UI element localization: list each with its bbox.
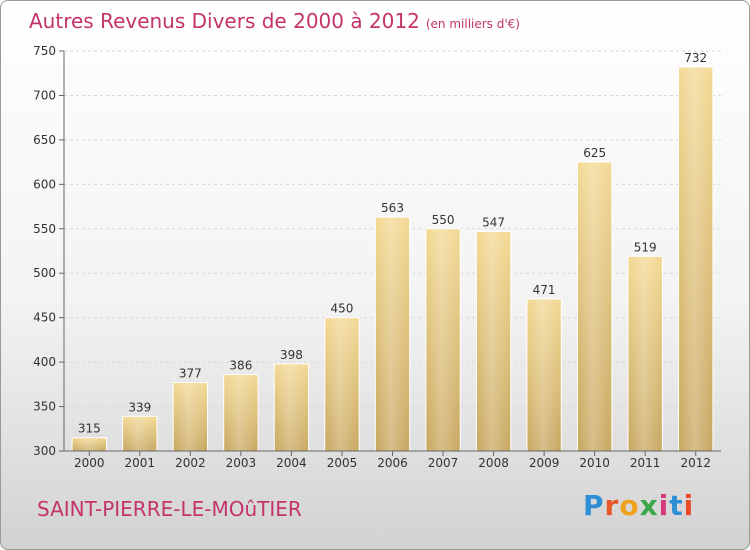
x-tick-label: 2006	[377, 456, 408, 470]
y-tick-label: 600	[33, 177, 56, 191]
bar-highlight	[679, 68, 712, 451]
bar-highlight	[578, 163, 611, 451]
bar-value-label: 450	[331, 302, 354, 316]
bars: 315 339 377 386 398 450 563 550 547 471 625 519 732	[71, 51, 714, 452]
x-tick-label: 2004	[276, 456, 307, 470]
bar-value-label: 547	[482, 215, 505, 229]
bar-value-label: 377	[179, 367, 202, 381]
y-tick-label: 650	[33, 133, 56, 147]
x-tick-label: 2002	[175, 456, 206, 470]
bar-highlight	[325, 318, 359, 451]
axes: 300 350 400 450 500 550 600 650 700 750 2000 2001 20…	[33, 44, 721, 470]
y-tick-label: 400	[33, 355, 56, 369]
bar-value-label: 315	[78, 422, 101, 436]
logo-letter: t	[669, 489, 684, 522]
bar-value-label: 386	[229, 359, 252, 373]
bar-value-label: 519	[634, 240, 657, 254]
chart-title-main: Autres Revenus Divers de 2000 à 2012	[29, 9, 420, 33]
x-tick-label: 2000	[74, 456, 105, 470]
bar-highlight	[477, 232, 510, 451]
bar-value-label: 471	[533, 283, 556, 297]
proxiti-logo: Proxiti	[583, 489, 694, 522]
logo-letter: P	[583, 489, 605, 522]
bar-highlight	[174, 383, 207, 451]
x-tick-label: 2009	[529, 456, 560, 470]
chart-title-unit: (en milliers d'€)	[425, 17, 520, 31]
y-tick-label: 550	[33, 222, 56, 236]
bar-value-label: 732	[684, 51, 707, 65]
bar-value-label: 398	[280, 348, 303, 362]
y-tick-label: 700	[33, 88, 56, 102]
bar-highlight	[527, 300, 561, 451]
bar-highlight	[123, 417, 156, 451]
logo-letter: r	[604, 489, 620, 522]
logo-letter: x	[639, 489, 659, 522]
x-tick-label: 2010	[579, 456, 610, 470]
bar-highlight	[426, 229, 460, 451]
bar-highlight	[224, 375, 258, 451]
bar-value-label: 625	[583, 146, 606, 160]
x-tick-label: 2001	[125, 456, 156, 470]
bar-highlight	[629, 257, 662, 451]
y-tick-label: 350	[33, 400, 56, 414]
logo-letter: o	[619, 489, 640, 522]
bar-value-label: 563	[381, 201, 404, 215]
bar-value-label: 550	[432, 213, 455, 227]
logo-letter: i	[658, 489, 670, 522]
x-tick-label: 2007	[428, 456, 459, 470]
x-tick-label: 2011	[630, 456, 661, 470]
logo-letter: i	[683, 489, 695, 522]
y-tick-label: 450	[33, 311, 56, 325]
city-name: SAINT-PIERRE-LE-MOûTIER	[37, 497, 302, 521]
x-tick-label: 2005	[327, 456, 358, 470]
x-tick-label: 2012	[680, 456, 711, 470]
x-tick-label: 2003	[226, 456, 257, 470]
chart-title: Autres Revenus Divers de 2000 à 2012 (en …	[29, 9, 520, 33]
x-tick-label: 2008	[478, 456, 509, 470]
y-tick-label: 750	[33, 44, 56, 58]
bar-highlight	[73, 438, 106, 451]
bar-highlight	[275, 364, 308, 451]
y-tick-label: 500	[33, 266, 56, 280]
bar-highlight	[376, 218, 409, 451]
bar-value-label: 339	[128, 400, 151, 414]
y-tick-label: 300	[33, 444, 56, 458]
